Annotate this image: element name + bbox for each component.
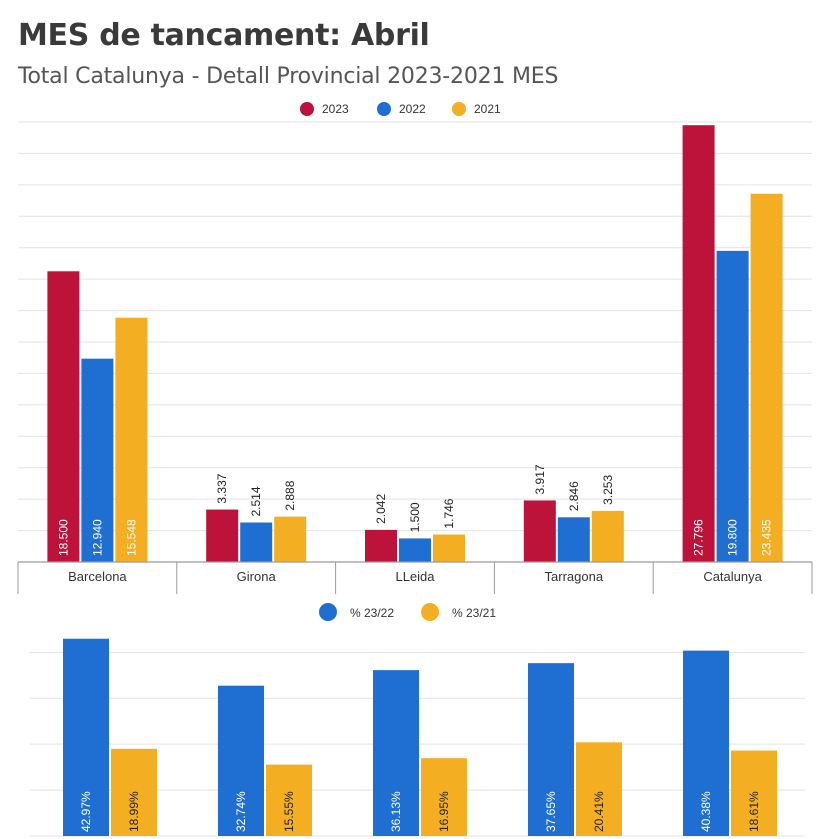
pct-data-label-2321-Girona: 15.55% bbox=[282, 791, 296, 832]
category-label-LLeida: LLeida bbox=[395, 569, 435, 584]
pct-data-label-2321-LLeida: 16.95% bbox=[437, 791, 451, 832]
legend-marker-2021 bbox=[452, 102, 466, 116]
data-label-2023-LLeida: 2.042 bbox=[374, 494, 388, 524]
bar-2021-Girona bbox=[274, 516, 307, 562]
pct-data-label-2322-Tarragona: 37.65% bbox=[544, 791, 558, 832]
data-label-2022-Barcelona: 12.940 bbox=[90, 519, 104, 556]
legend-marker-2023 bbox=[300, 102, 314, 116]
data-label-2023-Barcelona: 18.500 bbox=[56, 519, 70, 556]
pct-bar-2321-Girona bbox=[266, 764, 312, 836]
pct-data-label-2322-Girona: 32.74% bbox=[234, 791, 248, 832]
main-bar-chart: 2023 2022 2021 18.500 12.940 15.548 Barcelona 3… bbox=[17, 102, 813, 594]
legend-marker-2321 bbox=[421, 603, 439, 621]
data-label-2022-Tarragona: 2.846 bbox=[567, 481, 581, 511]
data-label-2023-Catalunya: 27.796 bbox=[692, 519, 706, 556]
legend-label-2321: % 23/21 bbox=[452, 606, 496, 620]
pct-data-label-2322-Catalunya: 40.38% bbox=[699, 791, 713, 832]
pct-data-label-2321-Barcelona: 18.99% bbox=[127, 791, 141, 832]
data-label-2021-Barcelona: 15.548 bbox=[124, 519, 138, 556]
pct-bar-2322-Barcelona bbox=[63, 638, 109, 836]
data-label-2022-LLeida: 1.500 bbox=[408, 502, 422, 532]
bar-2022-Catalunya bbox=[716, 250, 749, 562]
data-label-2021-Girona: 2.888 bbox=[283, 480, 297, 510]
bar-2022-Girona bbox=[240, 522, 273, 562]
bar-2021-LLeida bbox=[433, 534, 465, 562]
bar-2023-Catalunya bbox=[682, 125, 715, 562]
legend-label-2322: % 23/22 bbox=[350, 606, 394, 620]
pct-data-label-2322-Barcelona: 42.97% bbox=[79, 791, 93, 832]
pct-bar-2322-Girona bbox=[218, 685, 264, 836]
data-label-2023-Tarragona: 3.917 bbox=[533, 464, 547, 494]
legend-label-2022: 2022 bbox=[399, 102, 426, 116]
bar-2021-Catalunya bbox=[750, 193, 783, 562]
data-label-2023-Girona: 3.337 bbox=[215, 473, 229, 503]
pct-data-label-2321-Tarragona: 20.41% bbox=[592, 791, 606, 832]
category-label-Catalunya: Catalunya bbox=[703, 569, 762, 584]
data-label-2022-Catalunya: 19.800 bbox=[726, 519, 740, 556]
pct-data-label-2321-Catalunya: 18.61% bbox=[747, 791, 761, 832]
bar-2023-Barcelona bbox=[47, 271, 80, 562]
pct-bar-2321-LLeida bbox=[421, 758, 467, 836]
data-label-2021-Catalunya: 23.435 bbox=[760, 519, 774, 556]
pct-bar-2322-Tarragona bbox=[528, 663, 574, 836]
legend-label-2021: 2021 bbox=[474, 102, 501, 116]
bar-2023-Girona bbox=[206, 509, 239, 562]
category-label-Barcelona: Barcelona bbox=[68, 569, 127, 584]
data-label-2021-Tarragona: 3.253 bbox=[601, 475, 615, 505]
pct-bar-2321-Catalunya bbox=[731, 750, 777, 836]
legend-marker-2022 bbox=[377, 102, 391, 116]
pct-bar-2321-Barcelona bbox=[111, 748, 157, 836]
data-label-2021-LLeida: 1.746 bbox=[442, 498, 456, 528]
chart-subtitle: Total Catalunya - Detall Provincial 2023… bbox=[18, 64, 559, 89]
bar-2022-LLeida bbox=[399, 538, 431, 562]
legend-marker-2322 bbox=[319, 603, 337, 621]
pct-bar-2322-Catalunya bbox=[683, 650, 729, 836]
bar-2022-Tarragona bbox=[557, 517, 590, 562]
category-label-Tarragona: Tarragona bbox=[545, 569, 604, 584]
bar-2022-Barcelona bbox=[81, 358, 114, 562]
bar-2023-LLeida bbox=[365, 529, 397, 562]
legend-label-2023: 2023 bbox=[322, 102, 349, 116]
category-label-Girona: Girona bbox=[237, 569, 277, 584]
bar-2021-Tarragona bbox=[591, 510, 624, 562]
pct-bar-2321-Tarragona bbox=[576, 742, 622, 836]
data-label-2022-Girona: 2.514 bbox=[249, 486, 263, 516]
pct-bar-2322-LLeida bbox=[373, 670, 419, 836]
chart-title: MES de tancament: Abril bbox=[18, 18, 430, 53]
bar-2023-Tarragona bbox=[523, 500, 556, 562]
bar-2021-Barcelona bbox=[115, 317, 148, 562]
pct-data-label-2322-LLeida: 36.13% bbox=[389, 791, 403, 832]
